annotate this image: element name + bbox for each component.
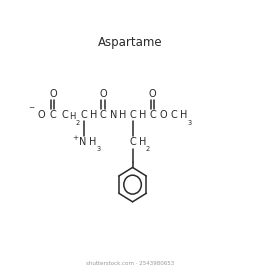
Text: 3: 3 — [96, 146, 101, 152]
Text: −: − — [28, 105, 35, 111]
Text: C: C — [61, 110, 68, 120]
Text: C: C — [171, 110, 178, 120]
Text: H: H — [139, 110, 146, 120]
Text: C: C — [149, 110, 156, 120]
Text: 3: 3 — [187, 120, 191, 125]
Text: H: H — [88, 137, 96, 148]
Text: +: + — [72, 134, 78, 141]
Text: O: O — [160, 110, 167, 120]
Text: 2: 2 — [146, 146, 150, 152]
Text: Aspartame: Aspartame — [98, 36, 162, 50]
Text: 2: 2 — [76, 120, 80, 126]
Text: C: C — [80, 110, 87, 120]
Text: C: C — [129, 110, 136, 120]
Text: shutterstock.com · 2543980653: shutterstock.com · 2543980653 — [86, 261, 174, 266]
Text: H: H — [139, 137, 146, 148]
Text: O: O — [99, 89, 107, 99]
Text: C: C — [100, 110, 106, 120]
Text: N: N — [79, 137, 86, 148]
Text: H: H — [90, 110, 97, 120]
Text: O: O — [49, 89, 57, 99]
Text: N: N — [110, 110, 117, 120]
Text: O: O — [37, 110, 45, 120]
Text: C: C — [129, 137, 136, 148]
Text: H: H — [119, 110, 126, 120]
Text: H: H — [69, 112, 75, 121]
Text: O: O — [149, 89, 157, 99]
Text: C: C — [49, 110, 56, 120]
Text: H: H — [180, 110, 187, 120]
